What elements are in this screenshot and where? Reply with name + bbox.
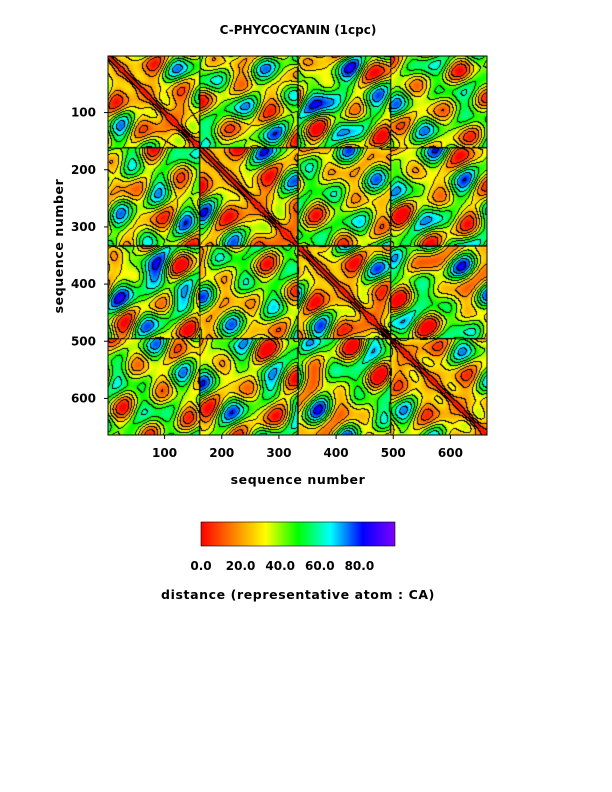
y-tick-label: 400	[71, 277, 96, 291]
distance-heatmap	[108, 56, 487, 435]
colorbar-tick-label: 0.0	[190, 559, 211, 573]
x-tick-label: 100	[152, 446, 177, 460]
heatmap-image-container	[108, 56, 487, 435]
colorbar: 0.0 20.0 40.0 60.0 80.0 distance (representa…	[161, 521, 435, 602]
x-tick-label: 300	[266, 446, 291, 460]
y-tick-label: 200	[71, 163, 96, 177]
colorbar-tick-label: 20.0	[226, 559, 256, 573]
plot-area	[107, 55, 488, 436]
x-tick-label: 500	[381, 446, 406, 460]
colorbar-tick-label: 80.0	[345, 559, 375, 573]
y-tick-label: 600	[71, 391, 96, 405]
y-axis: 100 200 300 400 500 600	[71, 106, 108, 405]
colorbar-label: distance (representative atom : CA)	[161, 587, 435, 602]
x-axis-label: sequence number	[231, 472, 366, 487]
x-tick-label: 400	[324, 446, 349, 460]
y-tick-label: 100	[71, 106, 96, 120]
colorbar-tick-label: 60.0	[305, 559, 335, 573]
colorbar-tick-label: 40.0	[265, 559, 295, 573]
x-tick-label: 200	[209, 446, 234, 460]
chart-title: C-PHYCOCYANIN (1cpc)	[220, 23, 377, 37]
y-tick-label: 500	[71, 334, 96, 348]
colorbar-gradient	[200, 521, 396, 547]
y-axis-label: sequence number	[51, 178, 66, 313]
chain-boundary-lines	[108, 56, 487, 435]
x-axis: 100 200 300 400 500 600	[152, 435, 463, 460]
x-tick-label: 600	[438, 446, 463, 460]
colorbar-ticks: 0.0 20.0 40.0 60.0 80.0	[190, 559, 374, 573]
y-tick-label: 300	[71, 220, 96, 234]
plot-frame	[107, 55, 488, 436]
